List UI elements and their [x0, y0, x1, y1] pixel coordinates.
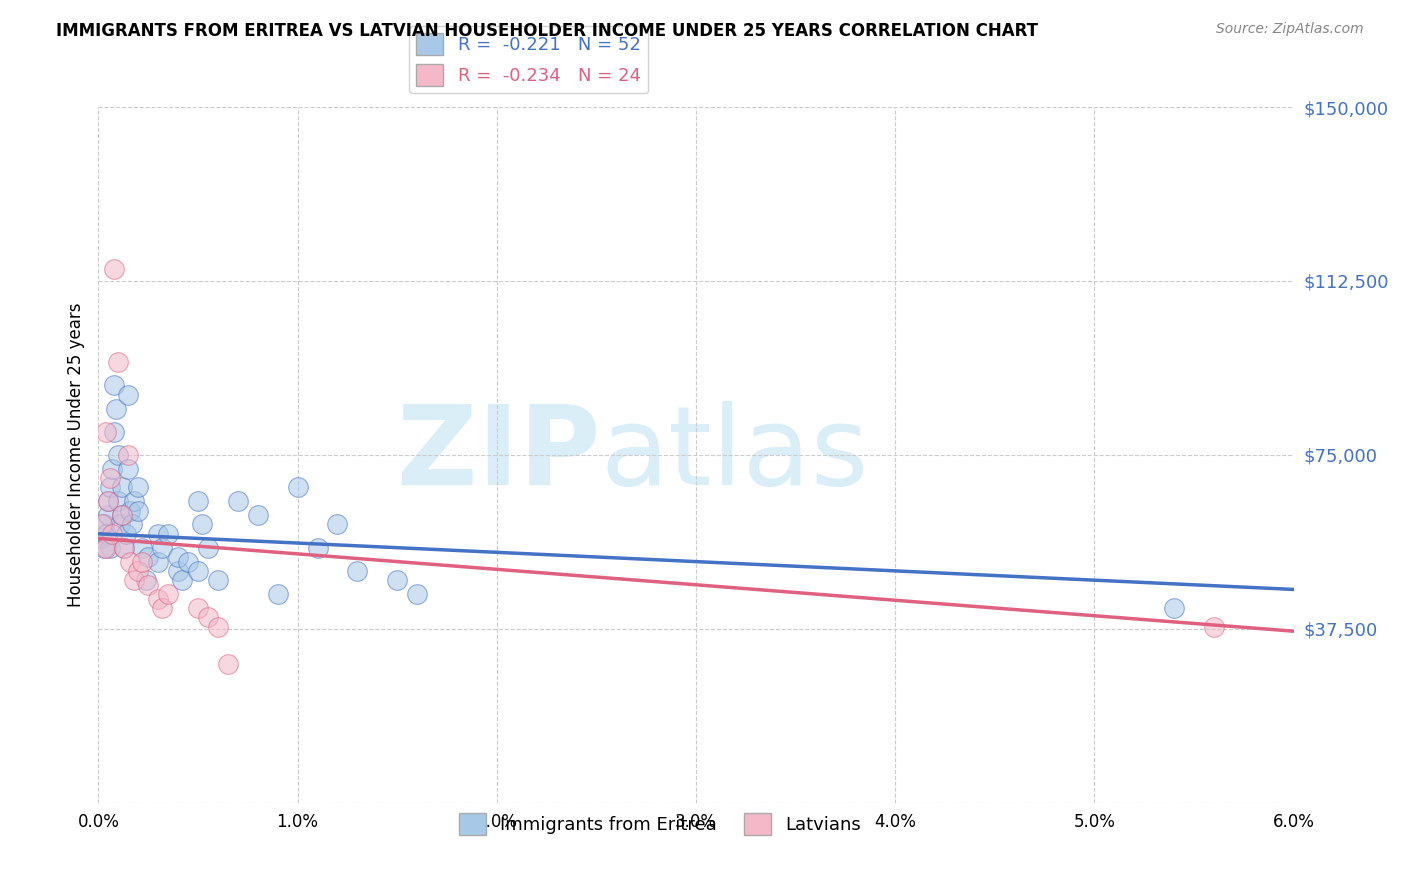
- Point: [111, 508, 134, 523]
- Point: [120, 555, 142, 569]
- Point: [246, 508, 269, 523]
- Point: [111, 508, 134, 523]
- Point: [187, 564, 209, 578]
- Point: [1202, 619, 1225, 633]
- Point: [107, 494, 129, 508]
- Point: [98, 541, 122, 555]
- Point: [1163, 601, 1185, 615]
- Point: [127, 480, 149, 494]
- Text: Source: ZipAtlas.com: Source: ZipAtlas.com: [1216, 22, 1364, 37]
- Y-axis label: Householder Income Under 25 years: Householder Income Under 25 years: [66, 302, 84, 607]
- Point: [120, 503, 142, 517]
- Point: [98, 480, 122, 494]
- Point: [124, 494, 146, 508]
- Point: [101, 526, 124, 541]
- Point: [187, 494, 209, 508]
- Point: [136, 549, 159, 564]
- Point: [96, 425, 118, 439]
- Point: [172, 573, 194, 587]
- Point: [167, 564, 190, 578]
- Point: [97, 494, 120, 508]
- Point: [117, 462, 139, 476]
- Point: [167, 549, 190, 564]
- Point: [97, 508, 120, 523]
- Point: [406, 587, 429, 601]
- Point: [150, 541, 173, 555]
- Point: [96, 541, 118, 555]
- Point: [217, 657, 239, 671]
- Point: [197, 541, 219, 555]
- Point: [107, 448, 129, 462]
- Point: [98, 471, 122, 485]
- Point: [187, 601, 209, 615]
- Point: [101, 462, 124, 476]
- Point: [91, 517, 114, 532]
- Point: [97, 494, 120, 508]
- Point: [197, 610, 219, 624]
- Point: [267, 587, 290, 601]
- Point: [127, 503, 149, 517]
- Point: [124, 573, 146, 587]
- Text: atlas: atlas: [600, 401, 869, 508]
- Legend: Immigrants from Eritrea, Latvians: Immigrants from Eritrea, Latvians: [451, 806, 869, 842]
- Point: [127, 564, 149, 578]
- Point: [93, 541, 115, 555]
- Text: ZIP: ZIP: [396, 401, 600, 508]
- Point: [191, 517, 214, 532]
- Point: [287, 480, 309, 494]
- Point: [107, 355, 129, 369]
- Point: [103, 425, 125, 439]
- Point: [135, 573, 157, 587]
- Point: [207, 573, 229, 587]
- Point: [117, 448, 139, 462]
- Point: [105, 401, 128, 416]
- Point: [91, 532, 114, 546]
- Point: [136, 578, 159, 592]
- Point: [157, 526, 180, 541]
- Point: [346, 564, 368, 578]
- Point: [115, 526, 138, 541]
- Point: [148, 526, 170, 541]
- Point: [177, 555, 200, 569]
- Point: [148, 555, 170, 569]
- Point: [111, 480, 134, 494]
- Point: [326, 517, 349, 532]
- Point: [131, 541, 153, 555]
- Point: [112, 541, 135, 555]
- Point: [131, 555, 153, 569]
- Point: [117, 387, 139, 401]
- Point: [110, 517, 132, 532]
- Point: [148, 591, 170, 606]
- Point: [307, 541, 329, 555]
- Point: [112, 541, 135, 555]
- Point: [121, 517, 143, 532]
- Point: [385, 573, 409, 587]
- Point: [226, 494, 249, 508]
- Point: [157, 587, 180, 601]
- Point: [207, 619, 229, 633]
- Text: IMMIGRANTS FROM ERITREA VS LATVIAN HOUSEHOLDER INCOME UNDER 25 YEARS CORRELATION: IMMIGRANTS FROM ERITREA VS LATVIAN HOUSE…: [56, 22, 1038, 40]
- Point: [103, 262, 125, 277]
- Point: [96, 526, 118, 541]
- Point: [150, 601, 173, 615]
- Point: [93, 517, 115, 532]
- Point: [103, 378, 125, 392]
